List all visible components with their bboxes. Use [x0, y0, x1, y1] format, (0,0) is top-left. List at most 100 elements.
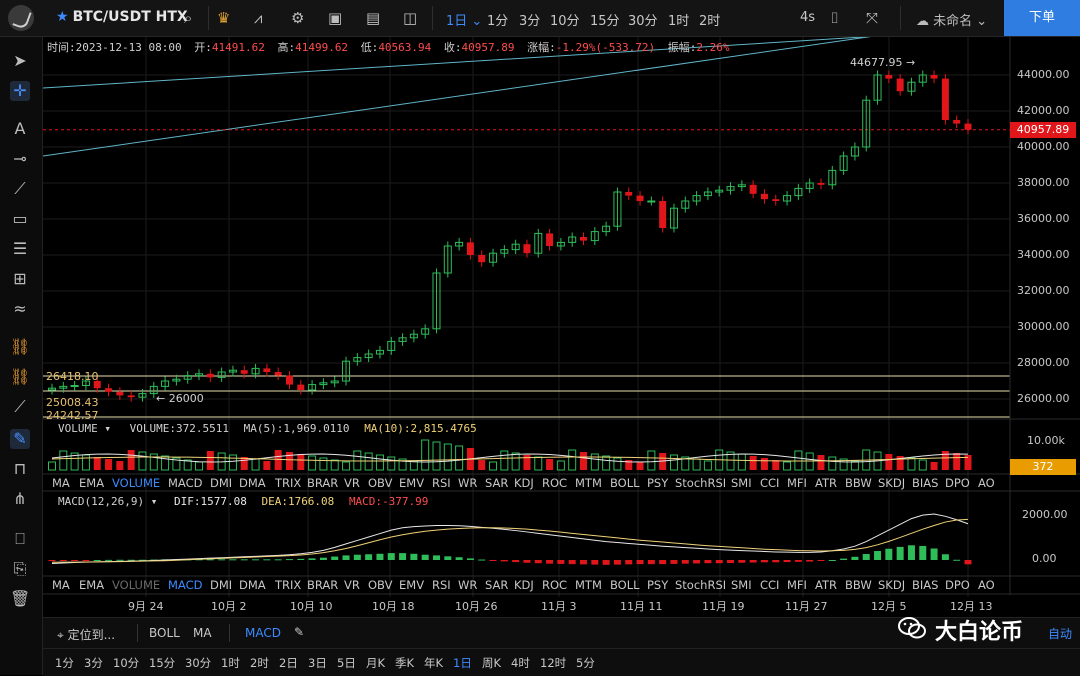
locate-button[interactable]: ⌖ 定位到...	[57, 628, 116, 642]
crown-icon[interactable]: ♛	[217, 9, 231, 27]
indicator-tab-dmi[interactable]: DMI	[210, 476, 233, 490]
overlay-boll[interactable]: BOLL	[149, 626, 180, 640]
indicator-tab-kdj[interactable]: KDJ	[514, 476, 534, 490]
period-2[interactable]: 10分	[113, 656, 140, 670]
period-12[interactable]: 年K	[424, 656, 444, 670]
grid-icon[interactable]: ⊞	[13, 269, 27, 288]
image-icon[interactable]: ▣	[328, 9, 343, 27]
timeframe-3m[interactable]: 3分	[519, 14, 541, 29]
template-icon[interactable]: ▤	[366, 9, 381, 27]
period-13[interactable]: 1日	[453, 656, 472, 670]
indicator-tab-dpo[interactable]: DPO	[945, 578, 970, 592]
rectangle-icon[interactable]: ▭	[12, 209, 28, 228]
camera-icon[interactable]: ⌷	[830, 9, 840, 27]
overlay-ma[interactable]: MA	[193, 626, 212, 640]
indicator-tab-obv[interactable]: OBV	[368, 578, 393, 592]
period-14[interactable]: 周K	[482, 656, 502, 670]
eye-icon[interactable]: ⋔	[13, 489, 27, 508]
period-7[interactable]: 2日	[279, 656, 298, 670]
indicator-tab-rsi[interactable]: RSI	[432, 476, 451, 490]
indicator-tab-psy[interactable]: PSY	[647, 578, 669, 592]
indicator-tab-rsi[interactable]: RSI	[432, 578, 451, 592]
indicator-tab-brar[interactable]: BRAR	[307, 578, 339, 592]
trend-line-icon[interactable]: ⟋	[14, 179, 26, 198]
indicator-tab-dma[interactable]: DMA	[239, 578, 266, 592]
timeframe-1m[interactable]: 1分	[487, 14, 509, 29]
indicator-chart-icon[interactable]: ⩘	[254, 9, 263, 27]
period-17[interactable]: 5分	[576, 656, 595, 670]
period-16[interactable]: 12时	[540, 656, 567, 670]
indicator-tab-bias[interactable]: BIAS	[912, 476, 939, 490]
order-button[interactable]: 下单	[1004, 0, 1080, 36]
period-4[interactable]: 30分	[185, 656, 212, 670]
indicator-tab-ema[interactable]: EMA	[79, 476, 105, 490]
period-10[interactable]: 月K	[366, 656, 386, 670]
indicator-tab-ao[interactable]: AO	[978, 476, 995, 490]
period-15[interactable]: 4时	[511, 656, 530, 670]
period-5[interactable]: 1时	[221, 656, 240, 670]
indicator-tab-mtm[interactable]: MTM	[575, 476, 602, 490]
indicator-tab-kdj[interactable]: KDJ	[514, 578, 534, 592]
indicator-tab-cci[interactable]: CCI	[760, 578, 780, 592]
indicator-tab-obv[interactable]: OBV	[368, 476, 393, 490]
auto-scale[interactable]: 自动	[1048, 627, 1073, 641]
period-1[interactable]: 3分	[84, 656, 103, 670]
indicator-tab-brar[interactable]: BRAR	[307, 476, 339, 490]
timeframe-2h[interactable]: 2时	[699, 14, 721, 29]
indicator-tab-ma[interactable]: MA	[52, 476, 70, 490]
price-chart[interactable]	[43, 37, 1080, 617]
timeframe-1d[interactable]: 1日 ⌄	[446, 14, 483, 29]
fib-icon[interactable]: ☰	[12, 239, 28, 258]
text-icon[interactable]: A	[14, 119, 26, 138]
indicator-tab-roc[interactable]: ROC	[542, 578, 568, 592]
indicator-tab-ema[interactable]: EMA	[79, 578, 105, 592]
indicator-tab-psy[interactable]: PSY	[647, 476, 669, 490]
cursor-icon[interactable]: ➤	[13, 51, 27, 70]
lock-icon[interactable]: ⊓	[13, 459, 27, 478]
indicator-tab-boll[interactable]: BOLL	[610, 578, 640, 592]
period-6[interactable]: 2时	[250, 656, 269, 670]
indicator-tab-bbw[interactable]: BBW	[845, 578, 872, 592]
pen-icon[interactable]: ✎	[10, 429, 30, 449]
symbol-title[interactable]: ★ BTC/USDT HTX	[56, 9, 188, 25]
indicator-tab-vr[interactable]: VR	[344, 578, 360, 592]
period-3[interactable]: 15分	[149, 656, 176, 670]
timeframe-15m[interactable]: 15分	[590, 14, 620, 29]
indicator-tab-ao[interactable]: AO	[978, 578, 995, 592]
timeframe-30m[interactable]: 30分	[628, 14, 658, 29]
indicator-tab-ma[interactable]: MA	[52, 578, 70, 592]
search-icon[interactable]: ⌕	[184, 9, 193, 27]
indicator-tab-dmi[interactable]: DMI	[210, 578, 233, 592]
indicator-tab-smi[interactable]: SMI	[731, 578, 752, 592]
fullscreen-icon[interactable]: ⤧	[866, 9, 879, 27]
indicator-tab-cci[interactable]: CCI	[760, 476, 780, 490]
indicator-tab-mtm[interactable]: MTM	[575, 578, 602, 592]
indicator-tab-emv[interactable]: EMV	[399, 578, 425, 592]
indicator-tab-mfi[interactable]: MFI	[787, 578, 807, 592]
period-9[interactable]: 5日	[337, 656, 356, 670]
indicator-tab-trix[interactable]: TRIX	[275, 578, 302, 592]
indicator-tab-boll[interactable]: BOLL	[610, 476, 640, 490]
favorite-star-icon[interactable]: ★	[56, 9, 69, 25]
indicator-tab-atr[interactable]: ATR	[815, 578, 837, 592]
indicator-tab-atr[interactable]: ATR	[815, 476, 837, 490]
trash-icon[interactable]: 🗑	[10, 589, 31, 608]
indicator-tab-volume[interactable]: VOLUME	[112, 476, 161, 490]
indicator-tab-volume[interactable]: VOLUME	[112, 578, 161, 592]
indicator-tab-emv[interactable]: EMV	[399, 476, 425, 490]
indicator-tab-skdj[interactable]: SKDJ	[878, 578, 906, 592]
indicator-tab-trix[interactable]: TRIX	[275, 476, 302, 490]
indicator-tab-dma[interactable]: DMA	[239, 476, 266, 490]
period-8[interactable]: 3日	[308, 656, 327, 670]
sub-indicator-macd[interactable]: MACD	[245, 626, 281, 640]
indicator-tab-wr[interactable]: WR	[458, 476, 478, 490]
chart-settings-icon[interactable]: ⎘	[13, 559, 27, 578]
indicator-tab-skdj[interactable]: SKDJ	[878, 476, 906, 490]
period-0[interactable]: 1分	[55, 656, 74, 670]
indicator-tab-sar[interactable]: SAR	[485, 578, 509, 592]
bookmark-icon[interactable]: ⎕	[15, 529, 25, 548]
timeframe-10m[interactable]: 10分	[550, 14, 580, 29]
line-tool-icon[interactable]: ⊸	[13, 149, 27, 168]
layout-save[interactable]: ☁ 未命名 ⌄	[916, 14, 988, 29]
indicator-tab-dpo[interactable]: DPO	[945, 476, 970, 490]
